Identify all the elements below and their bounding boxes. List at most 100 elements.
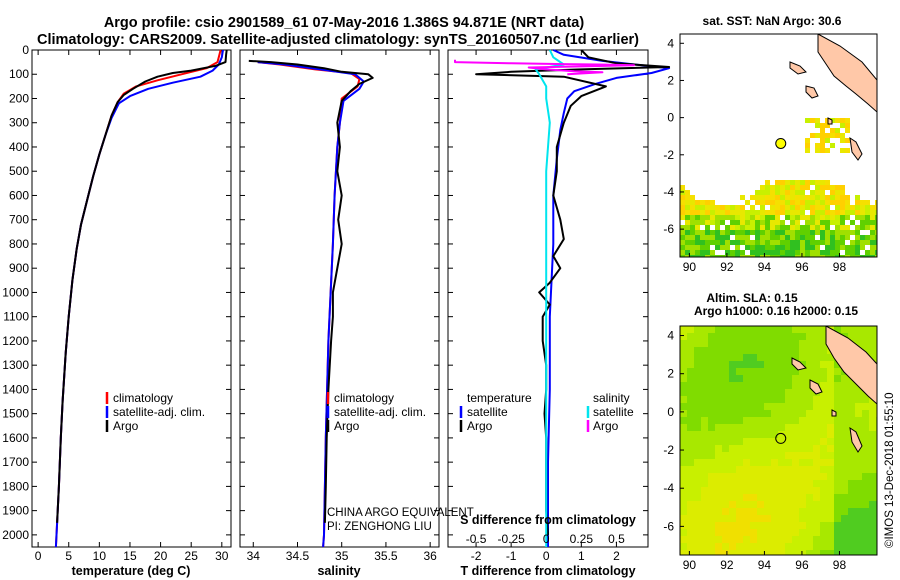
- sla-cell: [680, 347, 687, 354]
- sla-cell: [708, 396, 715, 403]
- sla-cell: [841, 508, 848, 515]
- sst-cell: [870, 210, 875, 215]
- sla-cell: [771, 340, 778, 347]
- sla-cell: [680, 396, 687, 403]
- sla-cell: [736, 354, 743, 361]
- sla-cell: [806, 487, 813, 494]
- sst-cell: [690, 230, 695, 235]
- sst-cell: [785, 180, 790, 185]
- sla-cell: [799, 347, 806, 354]
- sst-cell: [835, 230, 840, 235]
- sst-cell: [840, 185, 845, 190]
- sla-cell: [848, 473, 855, 480]
- sst-cell: [800, 230, 805, 235]
- sst-cell: [705, 215, 710, 220]
- sst-cell: [720, 235, 725, 240]
- sla-cell: [778, 410, 785, 417]
- sla-cell: [862, 515, 869, 522]
- sst-cell: [820, 205, 825, 210]
- sla-cell: [785, 431, 792, 438]
- sst-cell: [825, 235, 830, 240]
- sla-cell: [694, 354, 701, 361]
- sla-cell: [736, 522, 743, 529]
- sla-cell: [680, 536, 687, 543]
- sla-cell: [785, 424, 792, 431]
- sla-cell: [869, 459, 876, 466]
- sla-cell: [841, 459, 848, 466]
- legend-t-satellite-label: satellite: [467, 405, 508, 419]
- sla-cell: [715, 445, 722, 452]
- y-tick-label: 1500: [2, 407, 29, 421]
- sla-cell: [708, 375, 715, 382]
- sla-cell: [715, 410, 722, 417]
- y-tick-label: 1400: [2, 382, 29, 396]
- sla-cell: [701, 410, 708, 417]
- sla-cell: [841, 480, 848, 487]
- sla-cell: [757, 361, 764, 368]
- island-nias: [809, 379, 823, 395]
- sst-cell: [825, 205, 830, 210]
- sla-cell: [722, 431, 729, 438]
- sst-cell: [840, 245, 845, 250]
- sla-cell: [764, 494, 771, 501]
- sla-cell: [862, 543, 869, 550]
- sla-cell: [708, 431, 715, 438]
- sla-cell: [869, 326, 876, 333]
- sla-cell: [750, 501, 757, 508]
- sst-cell: [680, 245, 685, 250]
- sla-cell: [687, 522, 694, 529]
- sla-cell: [827, 452, 834, 459]
- sst-cell: [790, 255, 795, 257]
- sst-cell: [745, 210, 750, 215]
- sst-cell: [755, 230, 760, 235]
- sst-cell: [685, 235, 690, 240]
- sla-cell: [701, 501, 708, 508]
- sla-cell: [778, 459, 785, 466]
- sla-cell: [680, 529, 687, 536]
- sla-cell: [806, 445, 813, 452]
- sst-cell: [745, 230, 750, 235]
- x-tick-label: 34: [247, 549, 261, 563]
- sst-cell: [790, 210, 795, 215]
- sla-cell: [841, 501, 848, 508]
- sla-cell: [729, 487, 736, 494]
- sst-cell: [690, 250, 695, 255]
- map-x-tick-label: 94: [758, 558, 772, 572]
- sst-cell: [780, 210, 785, 215]
- sst-cell: [840, 148, 845, 153]
- sla-argo-position-marker: [775, 432, 787, 444]
- sst-cell: [725, 235, 730, 240]
- sst-cell: [765, 255, 770, 257]
- sst-cell: [685, 250, 690, 255]
- sla-cell: [694, 403, 701, 410]
- sla-cell: [743, 431, 750, 438]
- sst-cell: [870, 240, 875, 245]
- sla-cell: [694, 382, 701, 389]
- map-y-tick-label: 2: [667, 367, 674, 381]
- sst-cell: [825, 240, 830, 245]
- sla-cell: [834, 382, 841, 389]
- sla-cell: [722, 508, 729, 515]
- sst-cell: [815, 195, 820, 200]
- sst-cell: [840, 210, 845, 215]
- sst-cell: [775, 225, 780, 230]
- sst-cell: [785, 225, 790, 230]
- sla-cell: [729, 466, 736, 473]
- sla-cell: [729, 333, 736, 340]
- sla-cell: [701, 522, 708, 529]
- sla-cell: [778, 403, 785, 410]
- sla-cell: [827, 431, 834, 438]
- sla-cell: [778, 445, 785, 452]
- series-line-argo: [56, 49, 228, 523]
- sla-cell: [820, 529, 827, 536]
- sla-cell: [680, 543, 687, 550]
- sla-cell: [715, 361, 722, 368]
- sla-cell: [785, 333, 792, 340]
- sla-cell: [820, 543, 827, 550]
- sla-cell: [687, 501, 694, 508]
- sla-cell: [722, 445, 729, 452]
- sla-cell: [687, 382, 694, 389]
- sla-cell: [869, 333, 876, 340]
- sla-cell: [764, 438, 771, 445]
- sla-cell: [792, 403, 799, 410]
